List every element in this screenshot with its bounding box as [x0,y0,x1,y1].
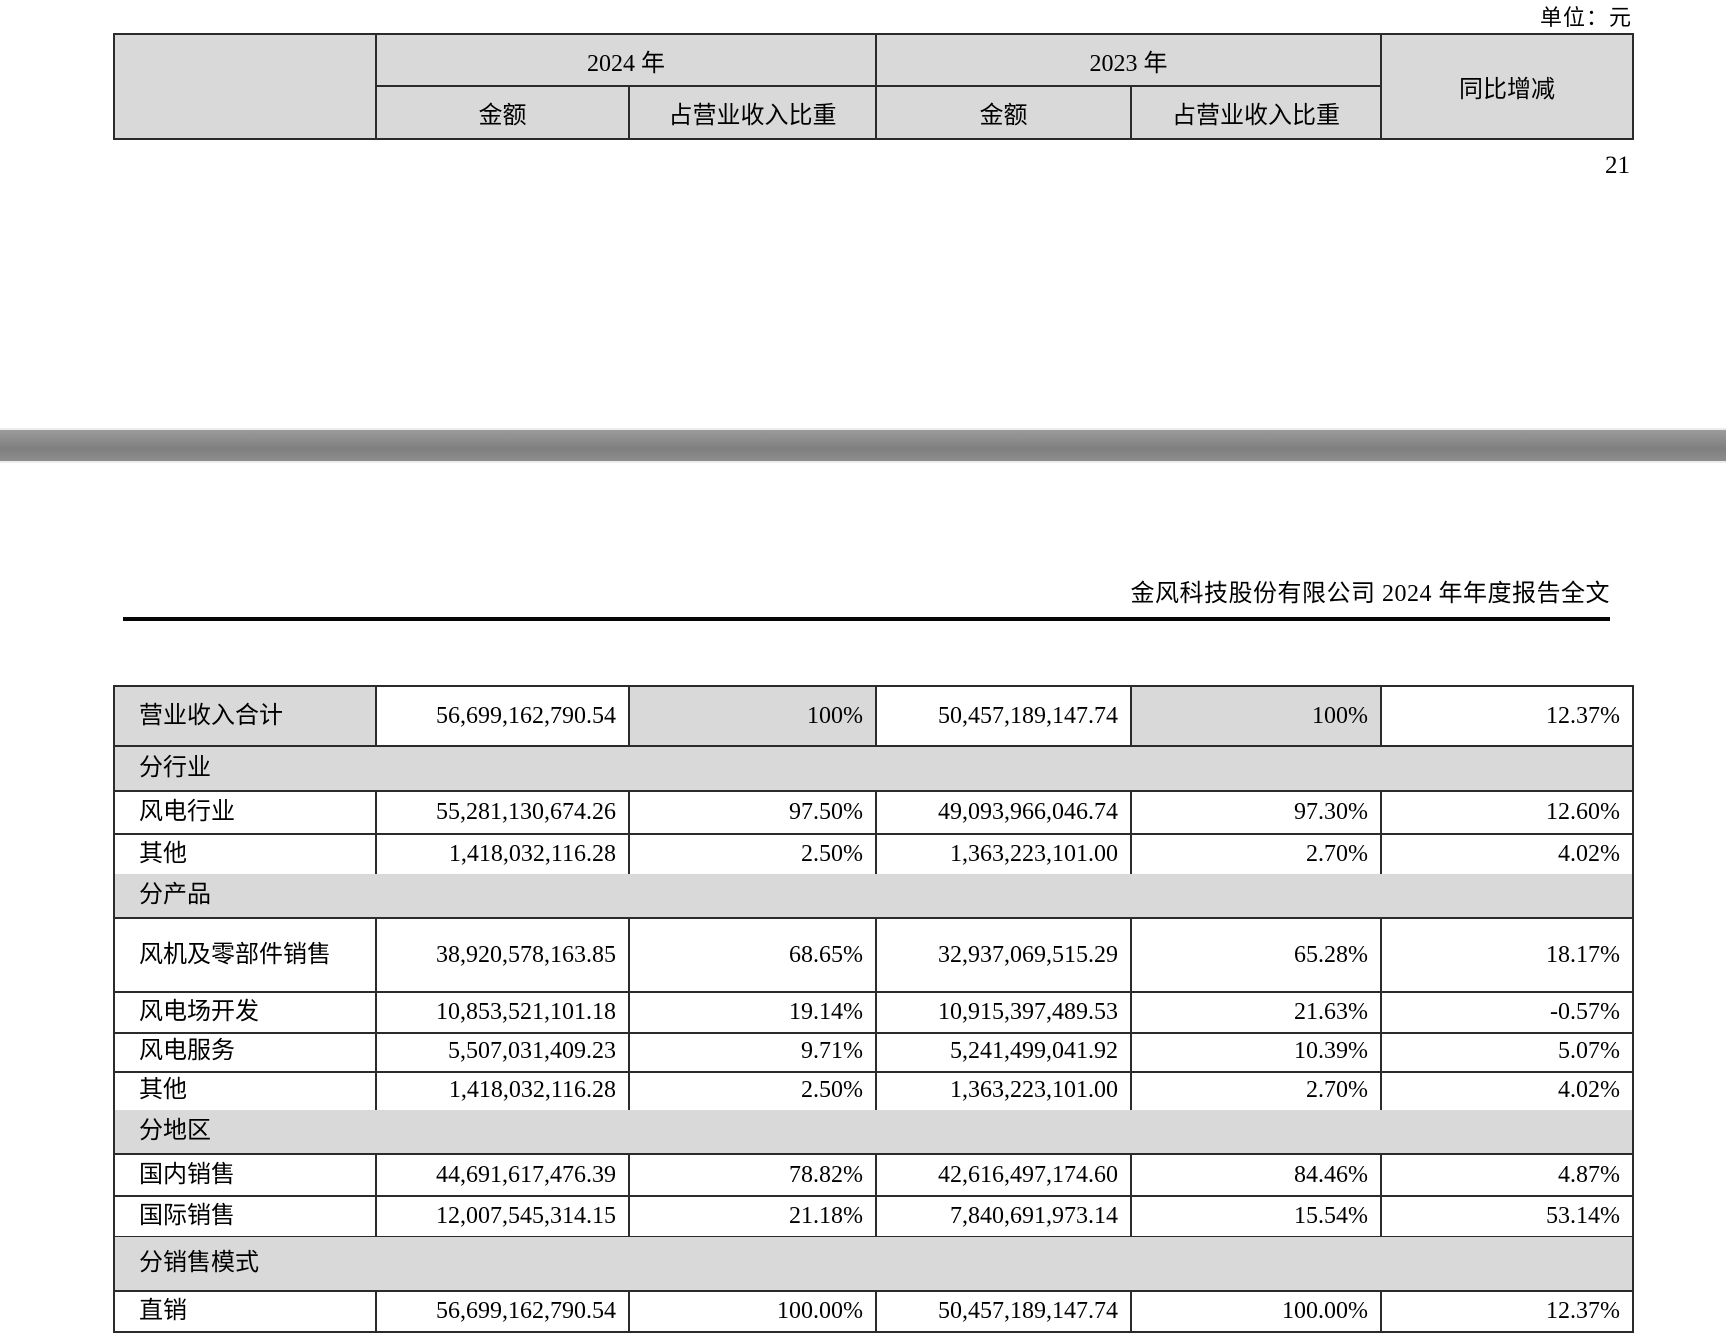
report-title-header: 金风科技股份有限公司 2024 年年度报告全文 [1130,581,1610,607]
cell-yoy: 12.60% [1382,792,1634,835]
row-label: 直销 [115,1292,377,1333]
cell-a2023: 32,937,069,515.29 [877,919,1132,993]
cell-a2023: 50,457,189,147.74 [877,687,1132,747]
cell-a2023: 42,616,497,174.60 [877,1155,1132,1197]
cell-a2023: 10,915,397,489.53 [877,993,1132,1034]
section-row: 分产品 [115,874,1634,919]
unit-note: 单位：元 [1539,5,1632,30]
revenue-breakdown-table: 营业收入合计 56,699,162,790.54 100% 50,457,189,14… [113,685,1634,1333]
row-label: 风机及零部件销售 [115,919,377,993]
header-cell-amount-2024: 金额 [377,87,630,140]
cell-p2023: 65.28% [1132,919,1382,993]
section-row: 分地区 [115,1110,1634,1155]
cell-p2024: 2.50% [630,1071,877,1112]
header-cell-year-2023: 2023 年 [877,35,1382,87]
row-label: 国内销售 [115,1155,377,1197]
cell-p2024: 97.50% [630,792,877,835]
row-label: 风电行业 [115,792,377,835]
cell-p2023: 97.30% [1132,792,1382,835]
cell-a2023: 5,241,499,041.92 [877,1032,1132,1073]
section-label: 分产品 [115,874,1634,919]
cell-a2024: 56,699,162,790.54 [377,1292,630,1333]
cell-yoy: 12.37% [1382,1292,1634,1333]
cell-p2023: 10.39% [1132,1032,1382,1073]
cell-p2023: 2.70% [1132,835,1382,876]
page-number: 21 [1605,152,1630,179]
cell-a2023: 1,363,223,101.00 [877,835,1132,876]
header-cell-ratio-2024: 占营业收入比重 [630,87,877,140]
cell-a2023: 1,363,223,101.00 [877,1071,1132,1112]
cell-yoy: 53.14% [1382,1197,1634,1238]
table-row: 风电场开发 10,853,521,101.18 19.14% 10,915,397,4… [115,993,1634,1034]
cell-p2024: 100% [630,687,877,747]
cell-p2023: 2.70% [1132,1071,1382,1112]
page-break-separator [0,428,1726,463]
cell-a2024: 12,007,545,314.15 [377,1197,630,1238]
cell-a2024: 44,691,617,476.39 [377,1155,630,1197]
table-row: 国际销售 12,007,545,314.15 21.18% 7,840,691,973… [115,1197,1634,1238]
cell-a2024: 56,699,162,790.54 [377,687,630,747]
row-label: 其他 [115,1071,377,1112]
cell-yoy: 18.17% [1382,919,1634,993]
row-label: 风电服务 [115,1032,377,1073]
row-label: 营业收入合计 [115,687,377,747]
header-cell-amount-2023: 金额 [877,87,1132,140]
cell-a2023: 50,457,189,147.74 [877,1292,1132,1333]
table-row: 风机及零部件销售 38,920,578,163.85 68.65% 32,937,06… [115,919,1634,993]
cell-yoy: 4.02% [1382,835,1634,876]
cell-a2024: 38,920,578,163.85 [377,919,630,993]
row-label: 其他 [115,835,377,876]
cell-p2023: 84.46% [1132,1155,1382,1197]
table-row: 国内销售 44,691,617,476.39 78.82% 42,616,497,17… [115,1155,1634,1197]
section-label: 分销售模式 [115,1237,1634,1292]
cell-p2023: 100% [1132,687,1382,747]
cell-p2024: 2.50% [630,835,877,876]
table-row: 营业收入合计 56,699,162,790.54 100% 50,457,189,14… [115,687,1634,747]
cell-p2023: 100.00% [1132,1292,1382,1333]
cell-p2024: 19.14% [630,993,877,1034]
table-row: 直销 56,699,162,790.54 100.00% 50,457,189,147… [115,1292,1634,1333]
row-label: 风电场开发 [115,993,377,1034]
section-row: 分销售模式 [115,1237,1634,1292]
cell-yoy: 4.02% [1382,1071,1634,1112]
section-row: 分行业 [115,747,1634,792]
cell-p2023: 21.63% [1132,993,1382,1034]
table-row: 风电行业 55,281,130,674.26 97.50% 49,093,966,04… [115,792,1634,835]
cell-a2024: 1,418,032,116.28 [377,835,630,876]
cell-p2024: 68.65% [630,919,877,993]
cell-yoy: 4.87% [1382,1155,1634,1197]
cell-a2024: 55,281,130,674.26 [377,792,630,835]
cell-a2024: 5,507,031,409.23 [377,1032,630,1073]
header-cell-yoy: 同比增减 [1382,35,1634,140]
cell-yoy: 12.37% [1382,687,1634,747]
revenue-summary-header-table: 2024 年 2023 年 同比增减 金额 占营业收入比重 金额 占营业收入比重 [113,33,1634,140]
header-cell-blank [115,35,377,140]
cell-a2024: 1,418,032,116.28 [377,1071,630,1112]
section-label: 分行业 [115,747,1634,792]
cell-yoy: -0.57% [1382,993,1634,1034]
cell-p2023: 15.54% [1132,1197,1382,1238]
table-row: 其他 1,418,032,116.28 2.50% 1,363,223,101.00 2… [115,1071,1634,1112]
cell-a2023: 49,093,966,046.74 [877,792,1132,835]
row-label: 国际销售 [115,1197,377,1238]
section-label: 分地区 [115,1110,1634,1155]
cell-p2024: 100.00% [630,1292,877,1333]
cell-yoy: 5.07% [1382,1032,1634,1073]
cell-p2024: 21.18% [630,1197,877,1238]
table-row: 风电服务 5,507,031,409.23 9.71% 5,241,499,041.9… [115,1032,1634,1073]
header-cell-ratio-2023: 占营业收入比重 [1132,87,1382,140]
header-cell-year-2024: 2024 年 [377,35,877,87]
cell-a2024: 10,853,521,101.18 [377,993,630,1034]
table-row: 其他 1,418,032,116.28 2.50% 1,363,223,101.00 2… [115,835,1634,876]
header-rule [123,617,1610,621]
cell-a2023: 7,840,691,973.14 [877,1197,1132,1238]
cell-p2024: 9.71% [630,1032,877,1073]
cell-p2024: 78.82% [630,1155,877,1197]
